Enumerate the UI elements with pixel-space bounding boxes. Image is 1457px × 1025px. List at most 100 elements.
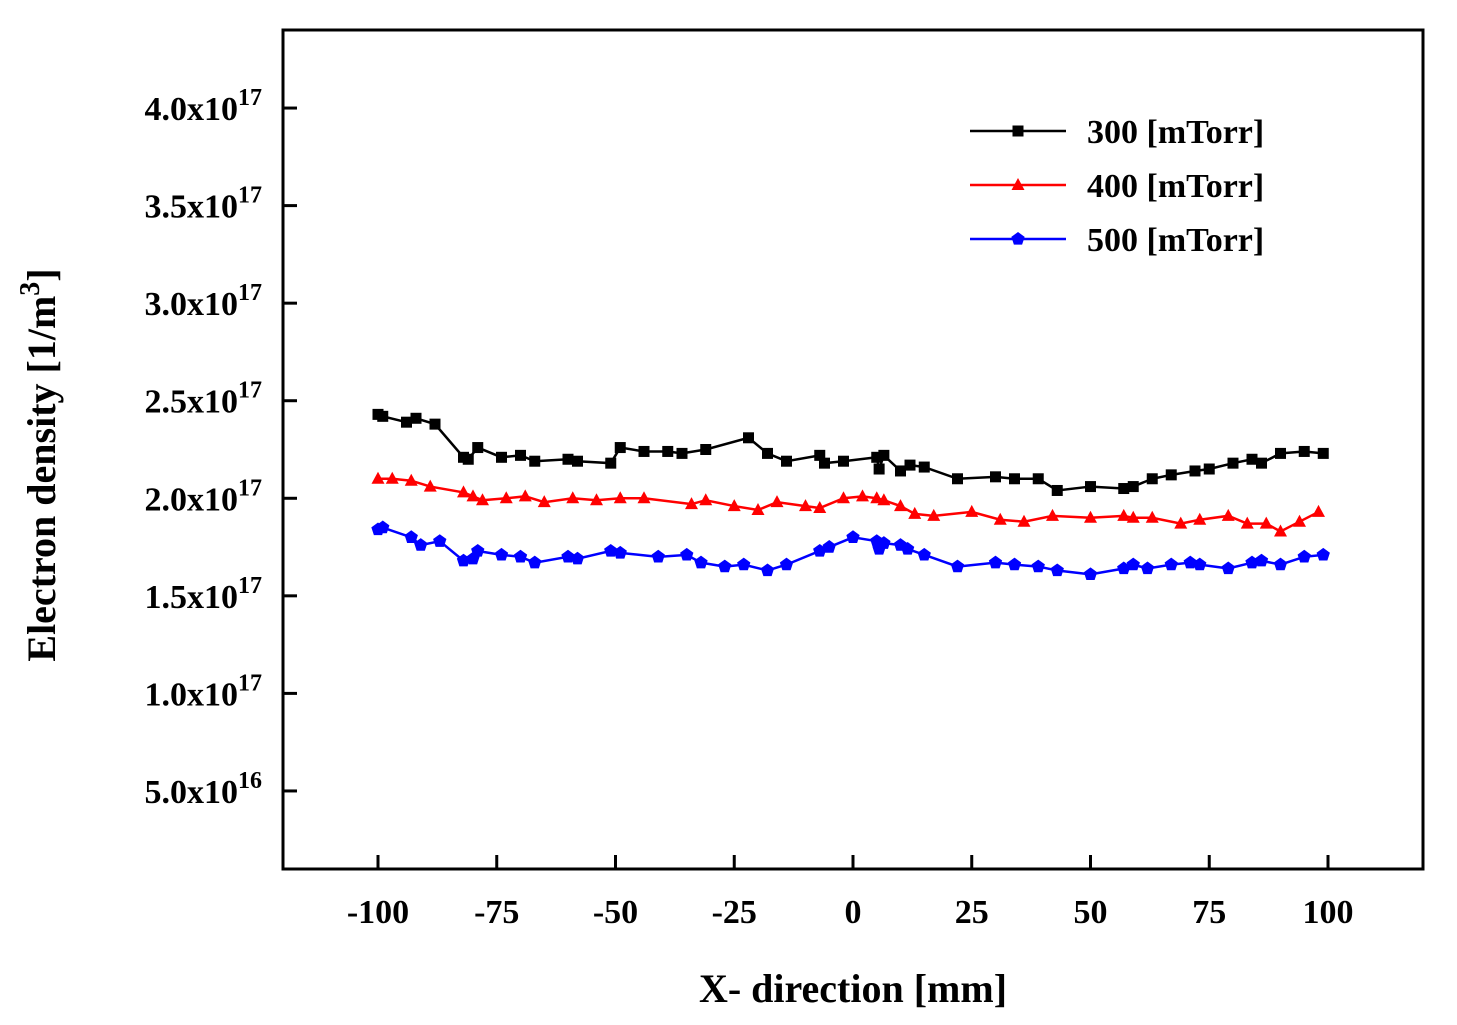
data-point-square bbox=[377, 410, 389, 422]
x-tick-label: 75 bbox=[1192, 894, 1226, 931]
data-point-triangle bbox=[1117, 508, 1131, 521]
data-point-square bbox=[1118, 483, 1130, 495]
data-point-square bbox=[878, 449, 890, 461]
x-tick-label: 50 bbox=[1074, 894, 1108, 931]
y-axis-title-end: ] bbox=[19, 268, 64, 281]
data-point-pentagon bbox=[760, 563, 775, 577]
data-point-pentagon bbox=[494, 547, 509, 561]
y-tick-exponent: 17 bbox=[238, 85, 262, 111]
x-axis-title: X- direction [mm] bbox=[699, 966, 1007, 1011]
data-point-triangle bbox=[965, 504, 979, 517]
data-point-square bbox=[462, 453, 474, 465]
data-point-square bbox=[762, 447, 773, 459]
data-point-pentagon bbox=[404, 530, 418, 543]
y-tick-label: 2.0x1017 bbox=[145, 475, 263, 518]
data-point-pentagon bbox=[1316, 547, 1330, 561]
legend-item: 400 [mTorr] bbox=[970, 168, 1264, 205]
data-point-triangle bbox=[476, 493, 489, 506]
data-point-pentagon bbox=[1117, 561, 1131, 575]
data-point-triangle bbox=[1046, 508, 1059, 521]
data-point-triangle bbox=[385, 471, 399, 484]
data-point-triangle bbox=[1145, 510, 1159, 523]
data-point-triangle bbox=[870, 491, 884, 504]
data-point-triangle bbox=[518, 489, 532, 502]
data-point-pentagon bbox=[1140, 561, 1155, 575]
data-point-pentagon bbox=[613, 545, 627, 559]
data-point-square bbox=[515, 449, 526, 461]
data-point-triangle bbox=[1017, 514, 1031, 527]
data-point-triangle bbox=[993, 512, 1007, 525]
data-point-triangle bbox=[1240, 516, 1254, 529]
data-point-pentagon bbox=[1273, 557, 1288, 571]
data-point-triangle bbox=[1011, 178, 1025, 190]
data-point-square bbox=[472, 442, 484, 454]
data-point-pentagon bbox=[779, 557, 794, 571]
data-point-square bbox=[614, 442, 626, 454]
data-point-square bbox=[562, 453, 574, 465]
data-point-square bbox=[529, 455, 541, 467]
data-point-square bbox=[1256, 457, 1267, 469]
data-point-square bbox=[401, 416, 412, 428]
data-point-triangle bbox=[685, 497, 698, 510]
data-point-square bbox=[1227, 457, 1239, 469]
y-axis-title-superscript: 3 bbox=[15, 282, 46, 296]
data-point-triangle bbox=[1274, 524, 1287, 537]
data-point-square bbox=[904, 459, 916, 471]
series-layer bbox=[371, 408, 1330, 581]
data-point-square bbox=[1146, 473, 1158, 485]
data-point-pentagon bbox=[570, 551, 585, 565]
data-point-pentagon bbox=[694, 555, 708, 569]
data-point-square bbox=[410, 412, 422, 424]
y-tick-exponent: 17 bbox=[238, 475, 262, 501]
data-point-pentagon bbox=[917, 547, 931, 561]
y-tick-exponent: 16 bbox=[238, 768, 262, 794]
data-point-pentagon bbox=[1050, 563, 1064, 577]
data-point-triangle bbox=[908, 506, 922, 519]
data-point-square bbox=[662, 445, 674, 457]
legend-label: 400 [mTorr] bbox=[1087, 168, 1264, 205]
data-point-square bbox=[838, 455, 849, 467]
y-tick-exponent: 17 bbox=[238, 280, 262, 306]
y-tick-label: 2.5x1017 bbox=[145, 378, 263, 421]
data-point-pentagon bbox=[433, 534, 447, 547]
data-point-pentagon bbox=[651, 549, 665, 563]
data-point-square bbox=[1189, 465, 1201, 477]
data-point-triangle bbox=[1084, 510, 1097, 523]
data-point-triangle bbox=[423, 479, 437, 492]
x-tick-label: -25 bbox=[712, 894, 757, 931]
data-point-triangle bbox=[699, 493, 713, 506]
data-point-square bbox=[1275, 447, 1286, 459]
y-tick-label: 1.0x1017 bbox=[145, 670, 263, 713]
y-tick-exponent: 17 bbox=[238, 573, 262, 599]
data-point-triangle bbox=[590, 493, 603, 506]
data-point-pentagon bbox=[1164, 557, 1178, 571]
data-point-square bbox=[496, 451, 507, 463]
data-point-pentagon bbox=[1221, 561, 1235, 575]
x-tick-label: -75 bbox=[474, 894, 519, 931]
y-tick-label: 5.0x1016 bbox=[145, 768, 263, 811]
data-point-triangle bbox=[1259, 516, 1273, 529]
y-tick-label: 3.0x1017 bbox=[145, 280, 263, 323]
legend-item: 500 [mTorr] bbox=[970, 222, 1264, 259]
y-tick-mantissa: 4.0x10 bbox=[145, 91, 239, 128]
data-point-square bbox=[990, 471, 1001, 483]
y-tick-mantissa: 3.5x10 bbox=[145, 189, 239, 226]
y-tick-exponent: 17 bbox=[238, 378, 262, 404]
data-point-triangle bbox=[457, 485, 470, 498]
legend-item: 300 [mTorr] bbox=[970, 114, 1264, 151]
data-point-pentagon bbox=[1126, 557, 1140, 571]
y-tick-label: 1.5x1017 bbox=[145, 573, 263, 616]
y-axis-title: Electron density [1/m3] bbox=[15, 268, 64, 661]
data-point-square bbox=[1203, 463, 1215, 475]
data-point-square bbox=[1246, 453, 1258, 465]
data-point-pentagon bbox=[1011, 232, 1025, 245]
y-tick-mantissa: 5.0x10 bbox=[145, 774, 239, 811]
plot-frame bbox=[281, 28, 1425, 871]
series-group bbox=[372, 408, 1329, 496]
data-point-pentagon bbox=[1031, 559, 1045, 573]
y-tick-mantissa: 2.0x10 bbox=[145, 481, 239, 518]
x-tick-label: 100 bbox=[1303, 894, 1354, 931]
data-point-pentagon bbox=[471, 543, 485, 557]
data-point-square bbox=[819, 457, 830, 469]
data-point-triangle bbox=[1126, 510, 1140, 523]
